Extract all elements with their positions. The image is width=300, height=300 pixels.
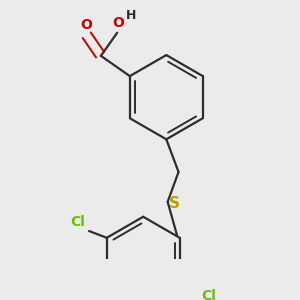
Text: S: S [169, 196, 180, 211]
Text: O: O [112, 16, 124, 30]
Text: H: H [126, 9, 136, 22]
Text: Cl: Cl [202, 289, 217, 300]
Text: Cl: Cl [70, 214, 85, 229]
Text: O: O [80, 18, 92, 32]
